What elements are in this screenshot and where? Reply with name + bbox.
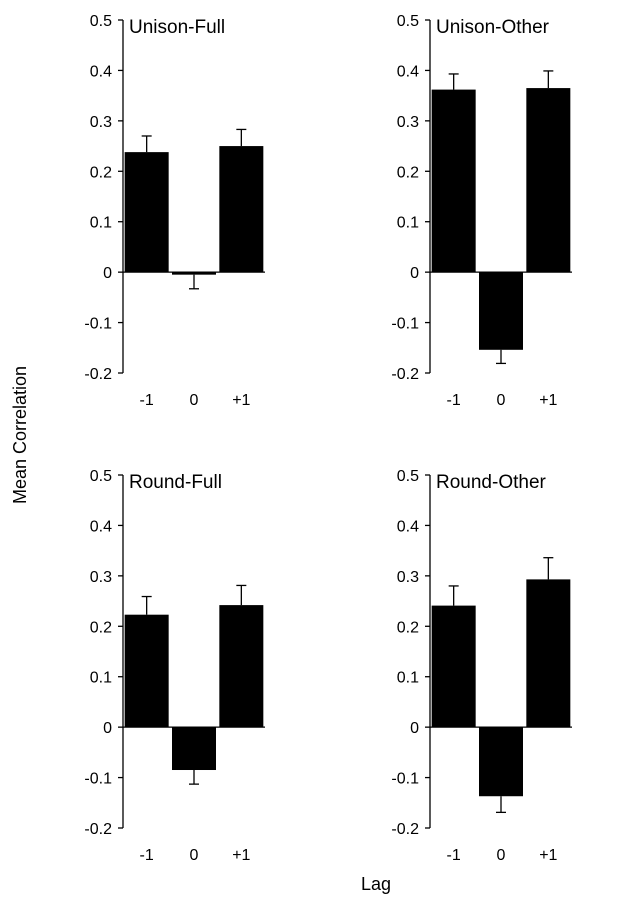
- y-tick-label: -0.2: [84, 366, 112, 383]
- y-tick-label: -0.2: [391, 821, 419, 838]
- bar-+1: [219, 605, 263, 727]
- x-tick-label: +1: [539, 392, 557, 409]
- y-tick-label: 0: [410, 265, 419, 282]
- y-tick-label: 0.5: [397, 468, 419, 485]
- bar--1: [125, 615, 169, 727]
- y-tick-label: 0.4: [397, 63, 419, 80]
- x-tick-label: +1: [539, 847, 557, 864]
- panel-title: Unison-Other: [436, 17, 550, 38]
- y-tick-label: 0.1: [90, 215, 112, 232]
- y-tick-label: 0: [103, 720, 112, 737]
- x-tick-label: -1: [140, 392, 154, 409]
- y-tick-label: 0.3: [90, 114, 112, 131]
- y-tick-label: 0.3: [397, 569, 419, 586]
- y-tick-label: 0: [103, 265, 112, 282]
- panel-title: Round-Full: [129, 472, 222, 493]
- chart-panel-3: 0.5 0.4 0.3 0.2 0.1 0 -0.1 -0.2 Round-Full -1 0 +1: [84, 468, 265, 864]
- x-tick-label: +1: [232, 847, 250, 864]
- x-tick-label: -1: [447, 847, 461, 864]
- y-tick-label: 0.5: [397, 13, 419, 30]
- x-tick-label: -1: [140, 847, 154, 864]
- y-tick-label: 0.1: [397, 215, 419, 232]
- bar--1: [432, 606, 476, 728]
- y-tick-label: -0.1: [391, 316, 419, 333]
- panel-title: Round-Other: [436, 472, 547, 493]
- bar-0: [479, 272, 523, 350]
- y-tick-label: 0.4: [90, 518, 112, 535]
- bar-0: [172, 272, 216, 275]
- y-tick-label: 0.2: [90, 619, 112, 636]
- chart-panel-4: 0.5 0.4 0.3 0.2 0.1 0 -0.1 -0.2 Round-Other -1 0 +1: [391, 468, 572, 864]
- y-tick-label: 0: [410, 720, 419, 737]
- y-tick-label: 0.1: [397, 670, 419, 687]
- y-tick-label: -0.1: [391, 771, 419, 788]
- bar-+1: [219, 146, 263, 272]
- y-tick-label: -0.2: [391, 366, 419, 383]
- panel-title: Unison-Full: [129, 17, 225, 38]
- y-axis-title: Mean Correlation: [10, 366, 30, 504]
- bar--1: [432, 90, 476, 273]
- bar-0: [172, 727, 216, 770]
- chart-panel-2: 0.5 0.4 0.3 0.2 0.1 0 -0.1 -0.2 Unison-Other -1 0 +…: [391, 13, 572, 409]
- x-tick-label: 0: [190, 392, 199, 409]
- y-tick-label: 0.3: [90, 569, 112, 586]
- y-tick-label: 0.5: [90, 13, 112, 30]
- y-tick-label: -0.1: [84, 771, 112, 788]
- y-tick-label: -0.2: [84, 821, 112, 838]
- y-tick-label: 0.1: [90, 670, 112, 687]
- y-tick-label: 0.3: [397, 114, 419, 131]
- x-tick-label: 0: [190, 847, 199, 864]
- chart-panel-1: 0.5 0.4 0.3 0.2 0.1 0 -0.1 -0.2 Unison-Full -1 0 +1: [84, 13, 265, 409]
- y-tick-label: 0.4: [397, 518, 419, 535]
- y-tick-label: 0.4: [90, 63, 112, 80]
- x-axis-title: Lag: [361, 874, 391, 894]
- bar-0: [479, 727, 523, 796]
- y-tick-label: 0.2: [397, 164, 419, 181]
- x-tick-label: -1: [447, 392, 461, 409]
- bar--1: [125, 152, 169, 272]
- bar-+1: [526, 579, 570, 727]
- x-tick-label: 0: [497, 847, 506, 864]
- chart-panels: 0.5 0.4 0.3 0.2 0.1 0 -0.1 -0.2 Unison-Full -1 0 +1…: [84, 13, 572, 864]
- x-tick-label: 0: [497, 392, 506, 409]
- y-tick-label: 0.2: [397, 619, 419, 636]
- y-tick-label: 0.5: [90, 468, 112, 485]
- y-tick-label: 0.2: [90, 164, 112, 181]
- x-tick-label: +1: [232, 392, 250, 409]
- bar-+1: [526, 88, 570, 272]
- y-tick-label: -0.1: [84, 316, 112, 333]
